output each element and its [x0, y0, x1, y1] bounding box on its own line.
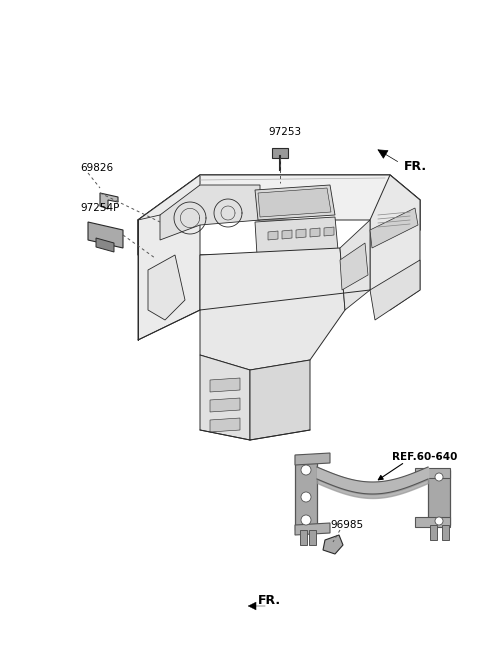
Polygon shape [324, 227, 334, 236]
Text: 97253: 97253 [268, 127, 301, 137]
Polygon shape [295, 453, 330, 465]
Circle shape [435, 473, 443, 481]
Polygon shape [295, 455, 317, 530]
Polygon shape [296, 229, 306, 238]
Polygon shape [272, 148, 288, 158]
Polygon shape [282, 230, 292, 239]
Polygon shape [200, 248, 345, 370]
Polygon shape [255, 185, 335, 220]
Polygon shape [340, 243, 368, 290]
Polygon shape [323, 535, 343, 554]
Text: 97254P: 97254P [80, 203, 120, 213]
Polygon shape [295, 523, 330, 535]
Polygon shape [250, 360, 310, 440]
Polygon shape [100, 193, 118, 209]
Polygon shape [370, 208, 418, 248]
Text: FR.: FR. [404, 160, 427, 173]
Polygon shape [430, 525, 437, 540]
Polygon shape [210, 418, 240, 432]
Polygon shape [370, 260, 420, 320]
Polygon shape [268, 231, 278, 240]
Polygon shape [310, 228, 320, 237]
Polygon shape [200, 355, 250, 440]
Polygon shape [138, 175, 200, 340]
Polygon shape [138, 175, 420, 220]
Circle shape [301, 465, 311, 475]
Polygon shape [258, 188, 331, 217]
Text: 69826: 69826 [80, 163, 113, 173]
Polygon shape [442, 525, 449, 540]
Polygon shape [340, 220, 370, 310]
Polygon shape [370, 175, 420, 310]
Text: REF.60-640: REF.60-640 [392, 452, 457, 462]
Polygon shape [160, 185, 260, 240]
Polygon shape [300, 530, 307, 545]
Circle shape [435, 517, 443, 525]
Circle shape [301, 492, 311, 502]
Text: 96985: 96985 [330, 520, 363, 530]
Polygon shape [255, 217, 338, 255]
Polygon shape [88, 222, 123, 248]
Text: FR.: FR. [258, 593, 281, 606]
Polygon shape [309, 530, 316, 545]
Polygon shape [96, 238, 114, 252]
Polygon shape [210, 378, 240, 392]
Polygon shape [415, 517, 450, 527]
Polygon shape [415, 468, 450, 478]
Polygon shape [210, 398, 240, 412]
Polygon shape [148, 255, 185, 320]
Circle shape [301, 515, 311, 525]
Polygon shape [428, 470, 450, 525]
